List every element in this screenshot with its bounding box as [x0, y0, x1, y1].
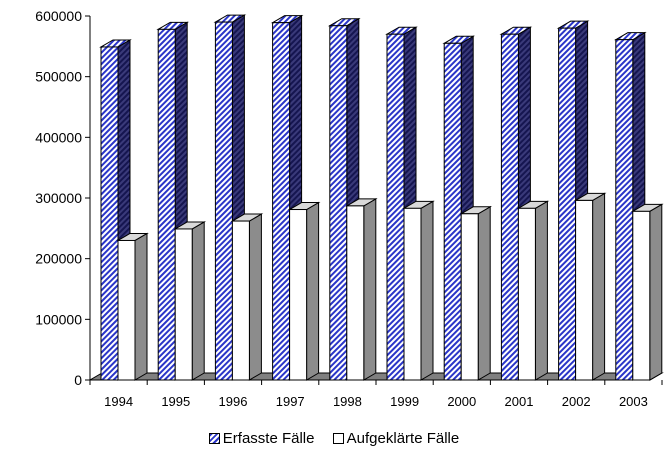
legend-swatch-aufgeklaerte: [332, 433, 344, 444]
legend-item-erfasste: Erfasste Fälle: [208, 430, 315, 447]
bars: [99, 14, 664, 381]
legend-label-aufgeklaerte: Aufgeklärte Fälle: [346, 430, 460, 447]
y-axis: 0 100000 200000 300000 400000 500000 600000: [35, 8, 663, 388]
bar-erfasste-1997-front: [272, 22, 291, 381]
bar-aufgeklaerte-1996-side: [248, 213, 262, 381]
x-tick-label: 2002: [562, 394, 591, 409]
x-tick-label: 1994: [104, 394, 133, 409]
bar-aufgeklaerte-1994: [116, 232, 149, 381]
x-tick-label: 1995: [161, 394, 190, 409]
bar-erfasste-1994-front: [100, 46, 119, 381]
bar-aufgeklaerte-2003-side: [649, 203, 663, 381]
bar-aufgeklaerte-2000-side: [477, 205, 491, 381]
legend-item-aufgeklaerte: Aufgeklärte Fälle: [332, 430, 460, 447]
legend-label-erfasste: Erfasste Fälle: [222, 430, 315, 447]
bar-erfasste-2003-front: [615, 39, 634, 381]
x-tick-label: 2001: [505, 394, 534, 409]
x-tick-label: 1996: [219, 394, 248, 409]
bar-aufgeklaerte-2000: [459, 205, 493, 381]
legend-swatch-erfasste: [208, 433, 220, 444]
bar-aufgeklaerte-1998-front: [346, 205, 365, 381]
bar-aufgeklaerte-1995: [173, 221, 207, 381]
bar-aufgeklaerte-1998-side: [363, 198, 377, 381]
x-tick-label: 2000: [447, 394, 476, 409]
bar-erfasste-2000-front: [443, 42, 462, 381]
y-tick-label: 500000: [35, 69, 82, 85]
bar-aufgeklaerte-1996-front: [231, 220, 250, 381]
bar-aufgeklaerte-1997-side: [306, 201, 320, 381]
x-tick-label: 2003: [619, 394, 648, 409]
bar-aufgeklaerte-1997-front: [289, 209, 308, 381]
bar-aufgeklaerte-1997: [287, 201, 321, 381]
bar-aufgeklaerte-2003-front: [632, 210, 651, 381]
x-tick-label: 1999: [390, 394, 419, 409]
x-tick-label: 1998: [333, 394, 362, 409]
y-tick-label: 300000: [35, 190, 82, 206]
bar-aufgeklaerte-1994-side: [134, 232, 148, 381]
bar-aufgeklaerte-2001-side: [534, 200, 548, 381]
x-axis: 1994 1995 1996 1997 1998 1999 2000 2001 2002 2003: [104, 394, 648, 409]
x-tick-label: 1997: [276, 394, 305, 409]
bar-aufgeklaerte-1998: [344, 198, 378, 381]
bar-erfasste-2002-front: [558, 27, 577, 381]
y-tick-label: 400000: [35, 129, 82, 145]
bar-erfasste-1999-front: [386, 33, 405, 381]
bar-aufgeklaerte-1999: [402, 200, 435, 381]
bar-aufgeklaerte-1995-side: [191, 221, 205, 381]
bar-aufgeklaerte-2002: [573, 192, 607, 381]
bar-aufgeklaerte-2002-front: [575, 199, 594, 381]
bar-aufgeklaerte-2000-front: [460, 213, 479, 381]
y-tick-label: 600000: [35, 8, 82, 24]
bar-erfasste-1996-front: [214, 21, 233, 381]
bar-aufgeklaerte-1996: [230, 213, 264, 381]
bar-aufgeklaerte-2001: [516, 200, 550, 381]
y-tick-label: 200000: [35, 251, 82, 267]
bar-aufgeklaerte-1999-side: [420, 200, 434, 381]
y-tick-label: 0: [74, 372, 82, 388]
bar-aufgeklaerte-2001-front: [517, 207, 536, 381]
bar-erfasste-1995-front: [157, 28, 176, 381]
bar-aufgeklaerte-2002-side: [592, 192, 606, 381]
legend: Erfasste Fälle Aufgeklärte Fälle: [0, 430, 668, 448]
bar-aufgeklaerte-1999-front: [403, 207, 422, 381]
y-tick-label: 100000: [35, 311, 82, 327]
bar-aufgeklaerte-1995-front: [174, 228, 193, 381]
bar-erfasste-2001-front: [500, 33, 519, 381]
bar-aufgeklaerte-2003: [630, 203, 664, 381]
bar-aufgeklaerte-1994-front: [117, 239, 136, 381]
bar-erfasste-1998-front: [329, 25, 348, 381]
